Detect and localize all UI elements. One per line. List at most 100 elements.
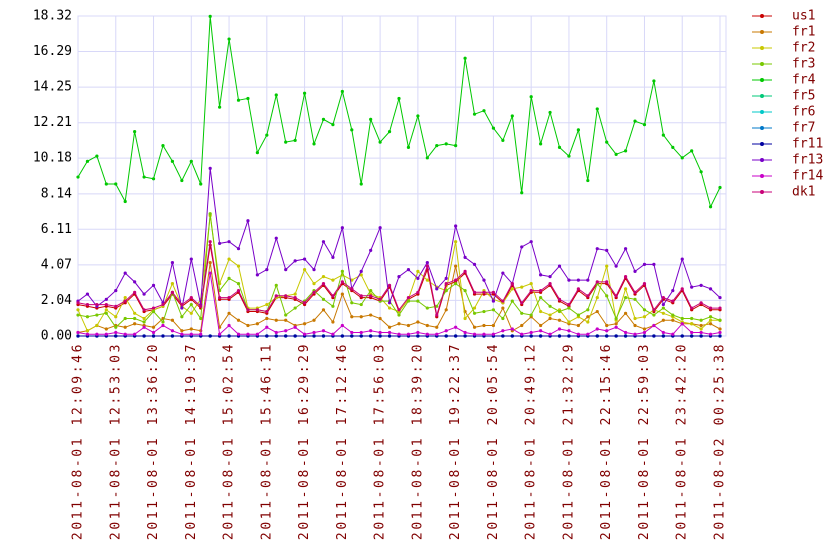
data-point — [557, 145, 562, 149]
data-point — [557, 309, 562, 314]
data-point — [340, 269, 344, 273]
data-point — [142, 316, 146, 321]
data-point — [718, 327, 722, 331]
data-point — [378, 330, 382, 335]
data-point — [312, 330, 316, 335]
data-point — [142, 325, 146, 329]
legend-label: dk1 — [792, 185, 815, 200]
data-point — [161, 323, 165, 328]
data-point — [350, 128, 354, 132]
legend-label: fr13 — [792, 153, 823, 168]
data-point — [699, 330, 703, 335]
data-point — [482, 290, 486, 294]
data-point — [605, 140, 609, 144]
data-point — [435, 304, 439, 308]
data-point — [605, 280, 609, 284]
data-point — [123, 325, 127, 329]
legend-dot — [760, 94, 764, 98]
data-point — [350, 315, 354, 319]
legend-dot — [760, 14, 764, 18]
data-point — [369, 329, 373, 333]
data-point — [161, 302, 165, 307]
data-point — [104, 297, 108, 301]
x-tick-label: 2011-08-01 17:56:03 — [373, 342, 388, 540]
data-point — [114, 325, 118, 329]
data-point — [199, 304, 203, 308]
data-point — [265, 316, 269, 321]
legend-dot — [760, 78, 764, 82]
data-point — [718, 318, 722, 322]
data-point — [321, 297, 326, 301]
x-tick-label: 2011-08-01 12:09:46 — [71, 342, 86, 540]
x-tick-label: 2011-08-01 13:36:20 — [146, 342, 161, 540]
data-point — [586, 315, 590, 319]
data-point — [557, 297, 562, 301]
series — [76, 166, 722, 310]
data-point — [274, 283, 278, 287]
data-point — [718, 306, 722, 310]
data-point — [265, 268, 269, 272]
data-point — [302, 268, 307, 272]
data-point — [435, 325, 439, 329]
data-point — [614, 322, 618, 326]
data-point — [397, 308, 401, 312]
data-point — [369, 248, 373, 253]
data-point — [444, 329, 448, 333]
data-point — [708, 318, 713, 322]
data-point — [482, 332, 486, 336]
data-point — [642, 315, 647, 319]
data-point — [170, 329, 175, 333]
data-point — [699, 301, 703, 305]
data-point — [85, 332, 90, 336]
data-point — [378, 140, 382, 144]
data-point — [614, 325, 618, 329]
data-point — [623, 295, 628, 300]
data-point — [387, 130, 392, 134]
x-tick-label: 2011-08-01 14:19:37 — [184, 342, 199, 540]
data-point — [652, 334, 656, 338]
data-point — [170, 334, 175, 338]
data-point — [586, 332, 590, 336]
data-point — [76, 313, 80, 317]
data-point — [633, 332, 637, 336]
data-point — [520, 191, 524, 195]
data-point — [642, 330, 647, 335]
x-tick-label: 2011-08-01 21:32:29 — [561, 342, 576, 540]
data-point — [425, 261, 429, 265]
legend-dot — [760, 62, 764, 66]
data-point — [690, 285, 694, 289]
y-tick-label: 0.00 — [41, 329, 72, 344]
data-point — [246, 308, 250, 312]
data-point — [161, 144, 165, 148]
data-point — [501, 329, 505, 333]
x-tick-label: 2011-08-01 22:59:03 — [637, 342, 652, 540]
data-point — [321, 117, 326, 122]
data-point — [529, 330, 533, 335]
data-point — [133, 316, 137, 321]
data-point — [708, 322, 713, 326]
data-point — [416, 269, 420, 273]
data-point — [284, 318, 288, 322]
data-point — [359, 294, 363, 298]
data-point — [265, 133, 269, 137]
data-point — [510, 281, 514, 286]
data-point — [142, 334, 146, 338]
data-point — [236, 332, 241, 336]
data-point — [642, 123, 647, 127]
data-point — [236, 98, 241, 102]
data-point — [661, 318, 665, 322]
data-point — [340, 280, 344, 284]
data-point — [387, 283, 392, 287]
data-point — [539, 329, 543, 333]
data-point — [614, 152, 618, 156]
data-point — [539, 142, 543, 146]
data-point — [444, 308, 448, 312]
data-point — [633, 290, 637, 294]
legend-label: fr14 — [792, 169, 823, 184]
data-point — [633, 297, 637, 301]
legend-dot — [760, 142, 764, 146]
data-point — [576, 313, 580, 317]
data-point — [435, 144, 439, 148]
data-point — [586, 278, 590, 282]
data-point — [302, 332, 307, 336]
